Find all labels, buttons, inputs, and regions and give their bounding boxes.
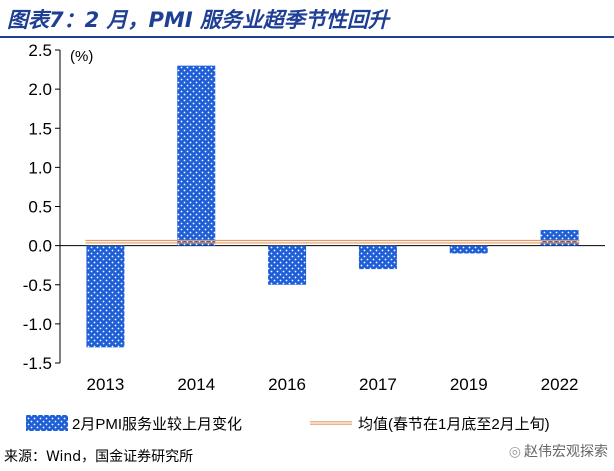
figure-title: 图表7：2 月，PMI 服务业超季节性回升 — [7, 8, 389, 32]
chat-bubble-icon: ◎ — [508, 444, 521, 460]
title-rule — [0, 36, 614, 38]
legend-swatch-bar — [26, 415, 68, 431]
y-tick-label: -1.5 — [23, 354, 52, 373]
x-tick-label: 2017 — [359, 375, 397, 394]
x-tick-label: 2014 — [177, 375, 215, 394]
y-tick-label: 0.0 — [28, 237, 52, 256]
bar-2016 — [268, 245, 307, 285]
x-tick-label: 2019 — [450, 375, 488, 394]
y-tick-label: 2.5 — [28, 41, 52, 60]
bar-2014 — [177, 65, 216, 246]
x-tick-label: 2013 — [87, 375, 125, 394]
y-tick-label: -0.5 — [23, 276, 52, 295]
y-tick-label: 2.0 — [28, 80, 52, 99]
watermark-text: 赵伟宏观探索 — [524, 444, 608, 460]
bar-2013 — [86, 245, 125, 348]
x-tick-label: 2016 — [268, 375, 306, 394]
y-tick-label: 1.0 — [28, 158, 52, 177]
y-tick-label: -1.0 — [23, 315, 52, 334]
source-note: 来源：Wind，国金证券研究所 — [4, 449, 194, 465]
y-tick-label: 0.5 — [28, 198, 52, 217]
y-tick-label: 1.5 — [28, 119, 52, 138]
watermark: ◎ 赵伟宏观探索 — [508, 441, 608, 461]
legend-label-line: 均值(春节在1月底至2月上旬) — [358, 416, 550, 433]
bar-2017 — [358, 245, 397, 270]
y-unit-label: (%) — [70, 48, 93, 65]
legend-label-bar: 2月PMI服务业较上月变化 — [72, 415, 242, 433]
x-tick-label: 2022 — [541, 375, 579, 394]
bar-2019 — [449, 245, 488, 254]
bar-2022 — [540, 229, 579, 246]
